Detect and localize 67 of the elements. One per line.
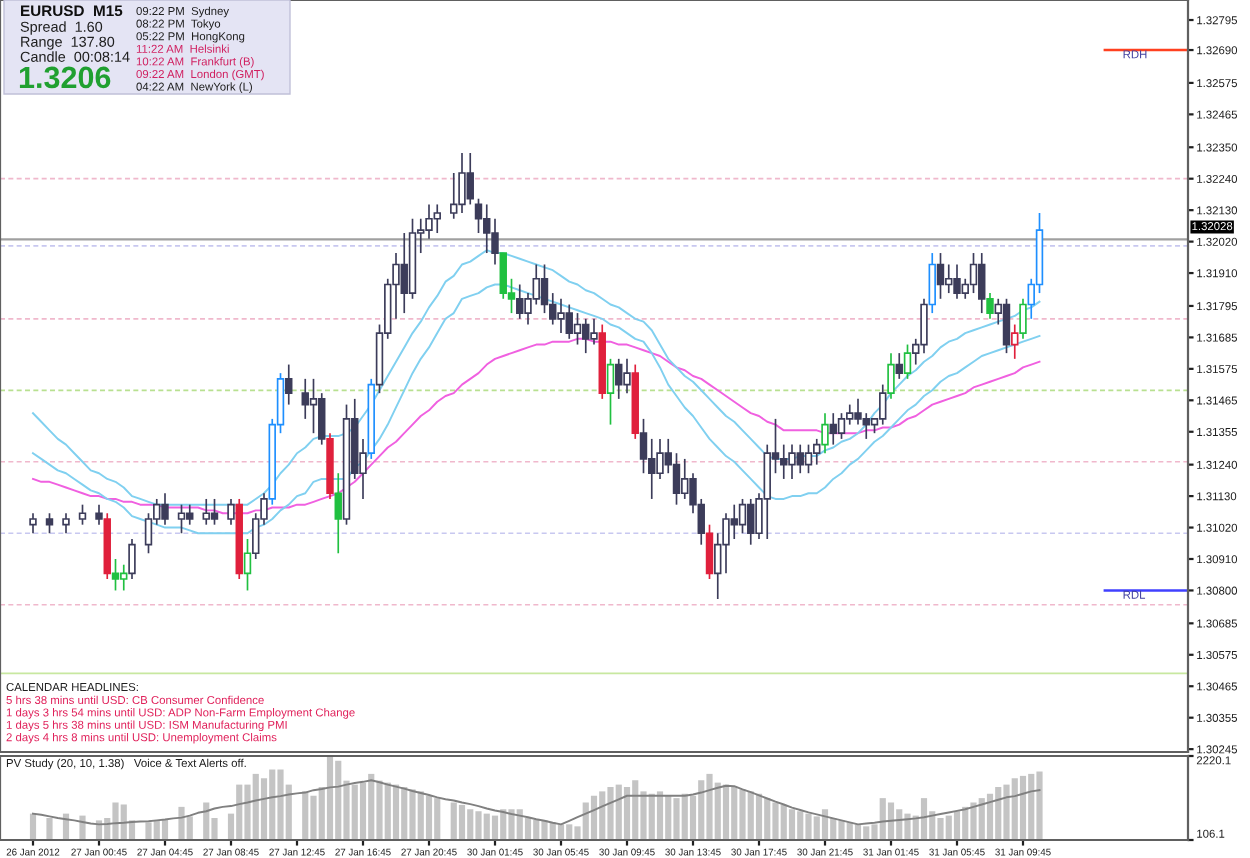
candlestick — [78, 503, 87, 526]
candlestick — [730, 503, 738, 540]
candlestick — [565, 303, 573, 340]
candlestick — [705, 523, 714, 580]
candlestick — [606, 358, 615, 426]
candlestick — [903, 343, 912, 380]
candlestick — [788, 443, 796, 480]
candlestick — [804, 443, 813, 475]
candlestick — [128, 538, 136, 580]
candlestick — [301, 378, 309, 420]
candlestick — [45, 512, 54, 535]
candlestick — [466, 152, 474, 206]
candlestick — [796, 443, 804, 475]
candlestick — [210, 498, 219, 526]
candlestick — [433, 203, 441, 234]
candlestick — [557, 297, 565, 334]
candlestick — [986, 292, 994, 320]
candlestick — [161, 492, 169, 526]
candlestick — [829, 412, 837, 446]
candlestick — [821, 412, 829, 455]
candlestick — [953, 263, 961, 300]
candlestick — [400, 232, 408, 314]
candlestick — [29, 512, 37, 535]
candlestick — [318, 392, 326, 446]
candlestick — [738, 498, 747, 535]
candlestick — [186, 503, 194, 526]
candlestick — [95, 503, 103, 526]
candlestick — [747, 498, 755, 546]
candlestick — [969, 252, 978, 294]
candlestick — [846, 403, 854, 426]
candlestick — [1002, 297, 1011, 354]
candlestick — [648, 438, 656, 500]
annotation: 1.3206 — [19, 66, 111, 89]
line-series — [32, 779, 1041, 826]
candlestick — [202, 498, 210, 526]
candlestick — [780, 443, 788, 480]
candlestick — [458, 152, 466, 214]
candlestick — [540, 263, 549, 314]
candlestick — [590, 317, 598, 346]
candlestick — [615, 358, 623, 400]
candlestick — [672, 452, 681, 506]
candlestick — [623, 358, 631, 394]
candlestick — [499, 252, 507, 300]
candlestick — [945, 263, 953, 294]
candlestick — [227, 498, 235, 526]
candlestick — [309, 378, 318, 435]
candlestick — [639, 418, 648, 475]
candlestick — [516, 283, 524, 320]
candlestick — [582, 317, 590, 354]
candlestick — [62, 512, 70, 535]
candlestick — [837, 412, 846, 440]
candlestick — [483, 203, 491, 254]
candlestick — [111, 558, 120, 592]
candlestick — [978, 252, 986, 314]
candlestick — [681, 458, 689, 500]
candlestick — [936, 252, 945, 300]
candlestick — [334, 472, 342, 555]
candlestick — [862, 412, 870, 440]
candlestick — [177, 503, 186, 535]
candlestick — [285, 363, 293, 406]
candlestick — [450, 172, 458, 220]
candlestick — [763, 443, 771, 540]
candlestick — [474, 197, 483, 234]
candlestick — [144, 512, 153, 555]
candlestick — [532, 263, 540, 306]
candlestick — [895, 352, 903, 380]
candlestick — [573, 312, 582, 346]
